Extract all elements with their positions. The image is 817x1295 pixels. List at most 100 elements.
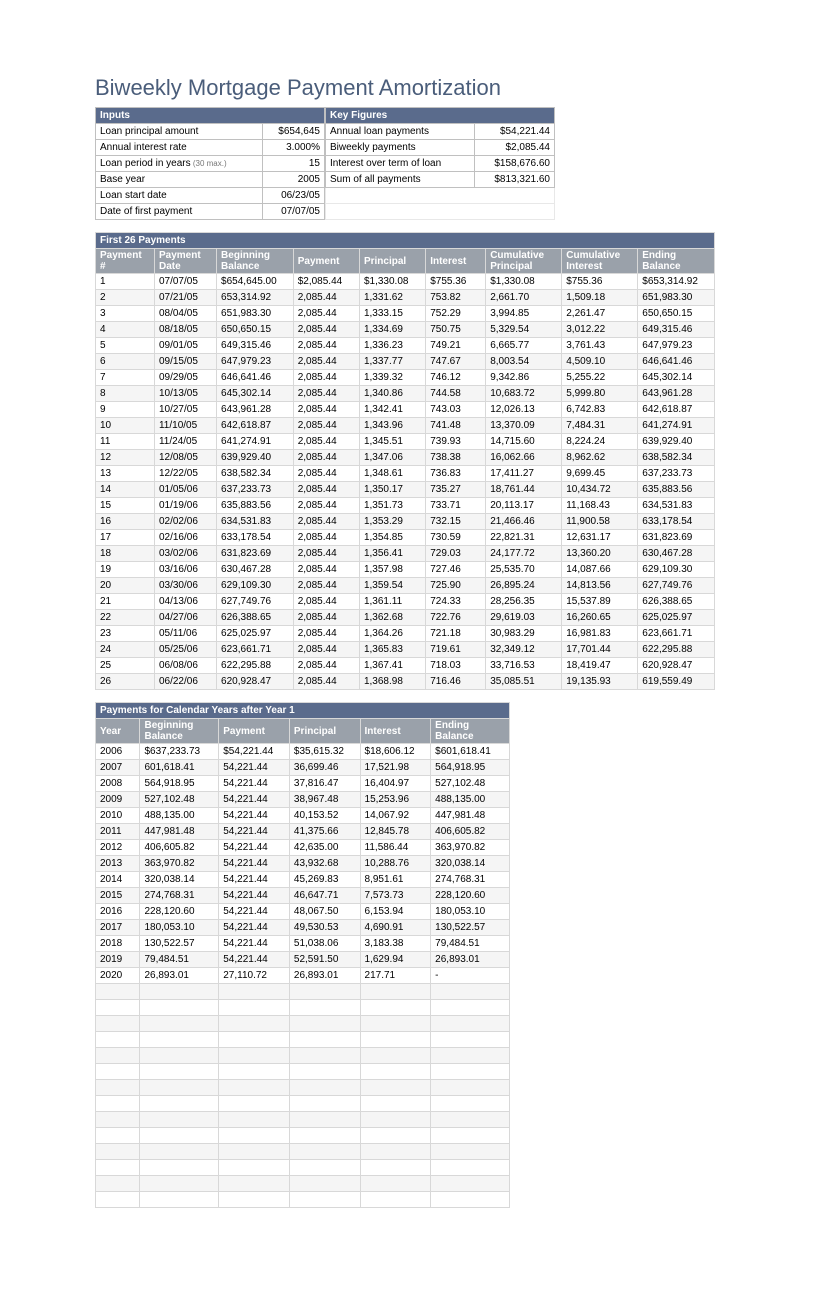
payments-col-header: CumulativeInterest <box>562 249 638 274</box>
payments-cell: 2,085.44 <box>293 674 359 690</box>
payments-cell: 1,365.83 <box>359 642 425 658</box>
payments-cell: 8,962.62 <box>562 450 638 466</box>
table-row: 408/18/05650,650.152,085.441,334.69750.7… <box>96 322 715 338</box>
payments-cell: 2,085.44 <box>293 306 359 322</box>
inputs-label: Base year <box>96 172 263 188</box>
payments-cell: 633,178.54 <box>217 530 294 546</box>
payments-col-header: BeginningBalance <box>217 249 294 274</box>
yearly-cell: 488,135.00 <box>140 808 219 824</box>
payments-cell: 17,701.44 <box>562 642 638 658</box>
payments-col-header: Interest <box>426 249 486 274</box>
payments-cell: 733.71 <box>426 498 486 514</box>
payments-cell: 32,349.12 <box>486 642 562 658</box>
payments-cell: 622,295.88 <box>217 658 294 674</box>
yearly-cell: 2019 <box>96 952 140 968</box>
payments-col-header: CumulativePrincipal <box>486 249 562 274</box>
payments-cell: 16 <box>96 514 155 530</box>
payments-cell: 625,025.97 <box>638 610 715 626</box>
table-row: 810/13/05645,302.142,085.441,340.86744.5… <box>96 386 715 402</box>
payments-cell: 14 <box>96 482 155 498</box>
payments-cell: 06/08/06 <box>154 658 216 674</box>
payments-col-header: Payment <box>293 249 359 274</box>
yearly-cell: 447,981.48 <box>140 824 219 840</box>
payments-cell: 752.29 <box>426 306 486 322</box>
payments-cell: 638,582.34 <box>638 450 715 466</box>
payments-cell: 9,342.86 <box>486 370 562 386</box>
yearly-cell: 564,918.95 <box>140 776 219 792</box>
payments-cell: 05/25/06 <box>154 642 216 658</box>
payments-cell: 620,928.47 <box>638 658 715 674</box>
payments-cell: 626,388.65 <box>217 610 294 626</box>
payments-cell: 30,983.29 <box>486 626 562 642</box>
payments-cell: 4 <box>96 322 155 338</box>
payments-cell: 1,367.41 <box>359 658 425 674</box>
payments-cell: 641,274.91 <box>217 434 294 450</box>
table-row: 2007601,618.4154,221.4436,699.4617,521.9… <box>96 760 510 776</box>
payments-cell: 653,314.92 <box>217 290 294 306</box>
payments-cell: 725.90 <box>426 578 486 594</box>
payments-cell: 646,641.46 <box>638 354 715 370</box>
payments-cell: 2,085.44 <box>293 386 359 402</box>
payments-cell: 28,256.35 <box>486 594 562 610</box>
payments-cell: 639,929.40 <box>217 450 294 466</box>
payments-cell: 645,302.14 <box>217 386 294 402</box>
payments-cell: 18,761.44 <box>486 482 562 498</box>
payments-cell: 2,085.44 <box>293 546 359 562</box>
payments-cell: 721.18 <box>426 626 486 642</box>
table-row: 2006$637,233.73$54,221.44$35,615.32$18,6… <box>96 744 510 760</box>
payments-cell: 635,883.56 <box>638 482 715 498</box>
yearly-cell: 363,970.82 <box>431 840 510 856</box>
payments-cell: 10 <box>96 418 155 434</box>
keyfig-value: $54,221.44 <box>474 124 554 140</box>
table-row: 1401/05/06637,233.732,085.441,350.17735.… <box>96 482 715 498</box>
payments-cell: 10/27/05 <box>154 402 216 418</box>
yearly-cell: 41,375.66 <box>289 824 360 840</box>
yearly-cell: 2017 <box>96 920 140 936</box>
table-row: 2003/30/06629,109.302,085.441,359.54725.… <box>96 578 715 594</box>
yearly-cell: 406,605.82 <box>140 840 219 856</box>
payments-cell: 642,618.87 <box>217 418 294 434</box>
yearly-cell: 527,102.48 <box>431 776 510 792</box>
payments-cell: 627,749.76 <box>217 594 294 610</box>
payments-cell: 2,085.44 <box>293 642 359 658</box>
payments-cell: 651,983.30 <box>638 290 715 306</box>
yearly-cell: $35,615.32 <box>289 744 360 760</box>
payments-cell: 13,370.09 <box>486 418 562 434</box>
table-row: 2010488,135.0054,221.4440,153.5214,067.9… <box>96 808 510 824</box>
inputs-value: 07/07/05 <box>262 204 324 220</box>
payments-cell: 26,895.24 <box>486 578 562 594</box>
payments-cell: 01/19/06 <box>154 498 216 514</box>
payments-cell: 9,699.45 <box>562 466 638 482</box>
payments-cell: 8,224.24 <box>562 434 638 450</box>
payments-cell: 635,883.56 <box>217 498 294 514</box>
payments-cell: 1,336.23 <box>359 338 425 354</box>
payments-cell: 11 <box>96 434 155 450</box>
payments-cell: 19,135.93 <box>562 674 638 690</box>
payments-cell: 2,085.44 <box>293 290 359 306</box>
yearly-cell: 6,153.94 <box>360 904 431 920</box>
payments-cell: 2,085.44 <box>293 354 359 370</box>
payments-cell: 20 <box>96 578 155 594</box>
yearly-cell: 46,647.71 <box>289 888 360 904</box>
payments-cell: 719.61 <box>426 642 486 658</box>
table-row: 1803/02/06631,823.692,085.441,356.41729.… <box>96 546 715 562</box>
payments-cell: 735.27 <box>426 482 486 498</box>
yearly-cell: 45,269.83 <box>289 872 360 888</box>
yearly-cell: 54,221.44 <box>219 888 290 904</box>
payments-cell: 2,261.47 <box>562 306 638 322</box>
yearly-cell: 27,110.72 <box>219 968 290 984</box>
yearly-col-header: BeginningBalance <box>140 719 219 744</box>
payments-cell: 629,109.30 <box>638 562 715 578</box>
keyfig-label: Biweekly payments <box>326 140 475 156</box>
keyfigures-table: Key Figures Annual loan payments$54,221.… <box>325 107 555 220</box>
payments-cell: 9 <box>96 402 155 418</box>
yearly-cell: 54,221.44 <box>219 856 290 872</box>
payments-cell: 639,929.40 <box>638 434 715 450</box>
payments-cell: 03/16/06 <box>154 562 216 578</box>
payments-cell: 732.15 <box>426 514 486 530</box>
payments-cell: 650,650.15 <box>217 322 294 338</box>
payments-cell: 1,345.51 <box>359 434 425 450</box>
payments-cell: 746.12 <box>426 370 486 386</box>
table-row: 2012406,605.8254,221.4442,635.0011,586.4… <box>96 840 510 856</box>
payments-cell: 1 <box>96 274 155 290</box>
